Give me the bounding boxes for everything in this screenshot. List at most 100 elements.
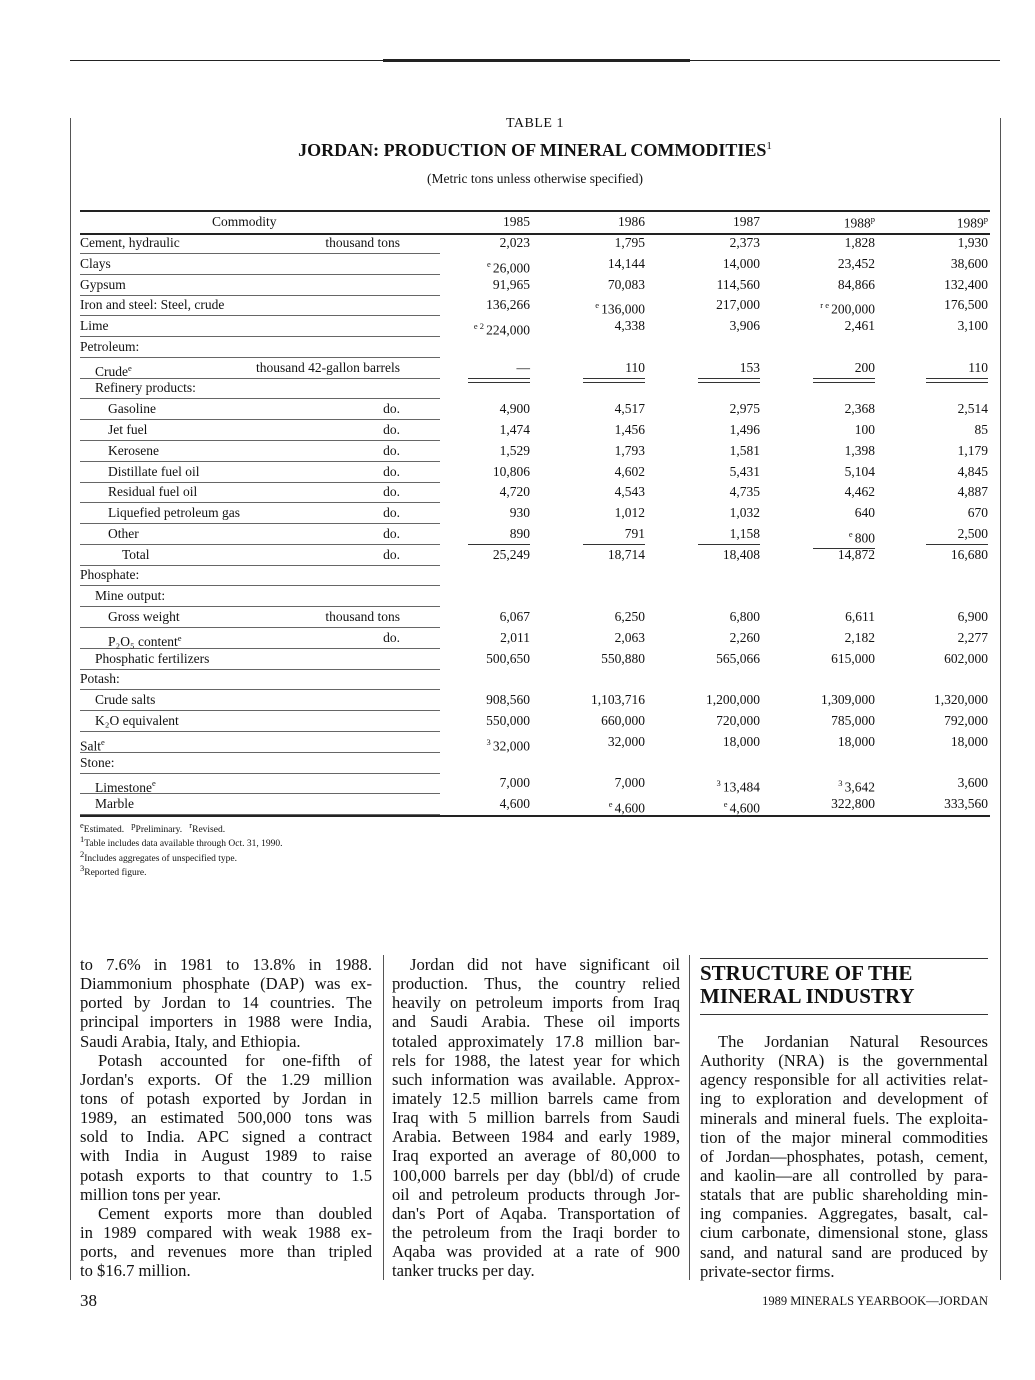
text-line: tion of the major mineral commodities: [700, 1127, 988, 1147]
text-line: sand, and natural sand are produced by: [700, 1242, 988, 1262]
value-note: e: [595, 300, 602, 311]
value: 2,461: [844, 318, 875, 334]
table-row: Mine output:: [80, 586, 990, 608]
value: 14,000: [722, 255, 760, 271]
unit-label: thousand tons: [325, 609, 400, 625]
value-cell: 110: [888, 358, 988, 383]
value: 2,277: [957, 629, 988, 645]
value-cell: 7,000: [430, 773, 530, 793]
value: 5,431: [729, 463, 760, 479]
text-line: agency responsible for all activities re…: [700, 1070, 988, 1090]
value-cell: 660,000: [545, 711, 645, 731]
value: 1,200,000: [706, 692, 760, 708]
commodity-name: Total: [122, 546, 150, 562]
commodity-name: Jet fuel: [108, 422, 148, 438]
value-cell: 14,872: [775, 545, 875, 565]
text-line: statals that are public shareholding min…: [700, 1185, 988, 1205]
right-border: [1000, 118, 1001, 1280]
text-line: Jordan did not have significant oil: [410, 955, 680, 974]
text-line: ported by Jordan to 14 countries. The: [80, 993, 372, 1013]
value: 18,000: [837, 733, 875, 749]
value: 18,408: [722, 546, 760, 562]
value-cell: 110: [545, 358, 645, 383]
value: 1,795: [614, 235, 645, 250]
row-label: Distillate fuel oil do.: [80, 462, 440, 483]
value: 2,260: [729, 629, 760, 645]
unit-label: do.: [383, 401, 400, 417]
top-rule-thick: [383, 59, 690, 62]
value: 1,032: [729, 505, 760, 521]
value-cell: 2,461: [775, 316, 875, 336]
text-line: tons of potash exported by Jordan in: [80, 1088, 372, 1108]
footnote-marker: 2: [80, 848, 85, 859]
commodity-name: K₂O equivalent: [95, 712, 179, 728]
value-note: 3: [838, 778, 845, 789]
text-column: The Jordanian Natural Resources Authority…: [700, 1032, 988, 1281]
value-cell: e 136,000: [545, 295, 645, 320]
value-cell: 2,011: [430, 628, 530, 648]
running-title: 1989 MINERALS YEARBOOK—JORDAN: [762, 1294, 988, 1308]
footnote-marker: 3: [80, 862, 85, 873]
row-label: Gypsum: [80, 275, 440, 296]
year-note: p: [983, 214, 988, 224]
table-subtitle: (Metric tons unless otherwise specified): [427, 171, 643, 186]
footnote-marker: p: [131, 820, 136, 830]
row-label: Crudee thousand 42-gallon barrels: [80, 358, 440, 379]
table-row: K₂O equivalent 550,000 660,000 720,000 785,0…: [80, 711, 990, 732]
value-cell: 4,887: [888, 482, 988, 502]
text-line: The Jordanian Natural Resources: [718, 1032, 988, 1051]
table-row: Lime e 2 224,000 4,338 3,906 2,461 3,100: [80, 316, 990, 338]
value: 153: [739, 359, 760, 375]
unit-label: do.: [383, 525, 400, 541]
text-line: Iraq exported an average of 80,000 to: [392, 1146, 680, 1166]
value: 6,250: [614, 609, 645, 625]
commodity-name: Gross weight: [108, 609, 180, 625]
footnote-text: Reported figure.: [84, 868, 147, 879]
value-cell: 1,200,000: [660, 690, 760, 710]
commodity-note: e: [101, 736, 105, 747]
value: 136,266: [486, 297, 530, 313]
value: 720,000: [716, 712, 760, 728]
footnote: 3Reported figure.: [80, 861, 147, 880]
table-row: Iron and steel: Steel, crude 136,266 e 136…: [80, 295, 990, 317]
value-cell: 18,000: [888, 732, 988, 752]
value-cell: 670: [888, 503, 988, 523]
value: 1,320,000: [934, 692, 988, 708]
value: 176,500: [944, 297, 988, 313]
text-line: such information was available. Approx-: [392, 1069, 680, 1089]
value: 500,650: [486, 650, 530, 666]
value-cell: 6,067: [430, 607, 530, 627]
value-cell: 91,965: [430, 275, 530, 295]
table-top-rule: [80, 210, 990, 212]
text-line: to 7.6% in 1981 to 13.8% in 1988.: [80, 955, 372, 974]
value: 615,000: [831, 650, 875, 666]
value-note: e: [723, 799, 730, 810]
unit-label: do.: [383, 463, 400, 479]
text-line: cium carbonate, dimensional stone, glass: [700, 1223, 988, 1243]
value: 1,158: [729, 525, 760, 541]
row-label: Limestonee: [80, 773, 440, 795]
value-cell: 6,800: [660, 607, 760, 627]
unit-label: do.: [383, 546, 400, 562]
value-cell: 3,100: [888, 316, 988, 336]
value: 16,680: [950, 546, 988, 562]
row-label: Refinery products:: [80, 378, 440, 400]
value: 6,800: [729, 609, 760, 625]
value-note: e: [486, 258, 493, 269]
value: 1,496: [729, 422, 760, 438]
value-cell: 602,000: [888, 649, 988, 669]
table-row: Cement, hydraulic thousand tons 2,023 1,795…: [80, 233, 990, 254]
commodity-name: Clays: [80, 255, 111, 271]
text-line: and kaolin—are all controlled by para-: [700, 1165, 988, 1185]
value-cell: 1,309,000: [775, 690, 875, 710]
table-row: Jet fuel do. 1,474 1,456 1,496 100 85: [80, 420, 990, 442]
commodity-name: Mine output:: [95, 588, 166, 604]
value: 6,611: [845, 609, 875, 625]
value: 84,866: [837, 276, 875, 292]
value: 4,600: [729, 800, 760, 816]
row-label: Petroleum:: [80, 337, 440, 358]
value-cell: 4,462: [775, 482, 875, 502]
footnote-marker: e: [80, 820, 84, 830]
value-cell: 550,000: [430, 711, 530, 731]
row-label: Crude salts: [80, 690, 440, 712]
